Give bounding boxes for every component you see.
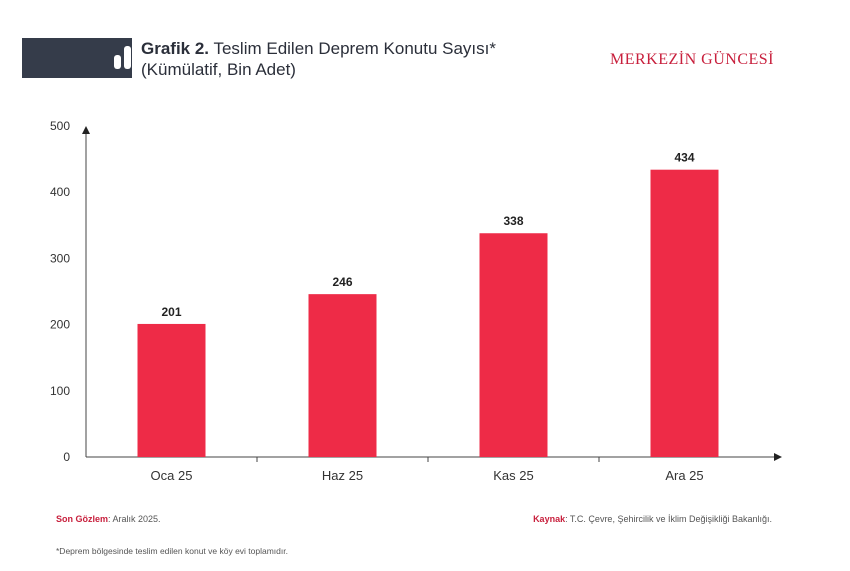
data-label: 246 — [332, 275, 352, 289]
x-axis-arrow — [774, 453, 782, 461]
chart-title: Grafik 2. Teslim Edilen Deprem Konutu Sa… — [141, 38, 496, 80]
bar — [308, 294, 377, 457]
data-label: 338 — [503, 214, 523, 228]
chart-subtitle: (Kümülatif, Bin Adet) — [141, 60, 296, 79]
x-tick-label: Oca 25 — [151, 468, 193, 483]
x-tick-label: Haz 25 — [322, 468, 363, 483]
bar — [479, 233, 548, 457]
x-tick-label: Ara 25 — [665, 468, 703, 483]
y-tick-label: 500 — [50, 119, 70, 133]
bar — [137, 323, 206, 457]
last-observation: Son Gözlem: Aralık 2025. — [56, 514, 161, 524]
bar-chart-icon — [114, 46, 131, 69]
last-observation-value: : Aralık 2025. — [108, 514, 161, 524]
source-value: : T.C. Çevre, Şehircilik ve İklim Değişi… — [565, 514, 772, 524]
y-tick-label: 400 — [50, 185, 70, 199]
data-label: 434 — [674, 151, 694, 165]
brand-logo-text: MERKEZİN GÜNCESİ — [610, 51, 774, 68]
y-axis-arrow — [82, 126, 90, 134]
footnote: *Deprem bölgesinde teslim edilen konut v… — [56, 546, 288, 556]
title-bold: Grafik 2. — [141, 39, 210, 58]
title-text: Teslim Edilen Deprem Konutu Sayısı* — [213, 39, 496, 58]
source-note: Kaynak: T.C. Çevre, Şehircilik ve İklim … — [533, 514, 772, 524]
y-tick-label: 200 — [50, 318, 70, 332]
y-tick-label: 100 — [50, 384, 70, 398]
last-observation-label: Son Gözlem — [56, 514, 109, 524]
y-tick-label: 300 — [50, 251, 70, 265]
chart-badge — [22, 38, 132, 78]
data-label: 201 — [161, 305, 181, 319]
x-tick-label: Kas 25 — [493, 468, 533, 483]
y-tick-label: 0 — [63, 450, 70, 464]
source-label: Kaynak — [533, 514, 566, 524]
bar — [650, 169, 719, 457]
